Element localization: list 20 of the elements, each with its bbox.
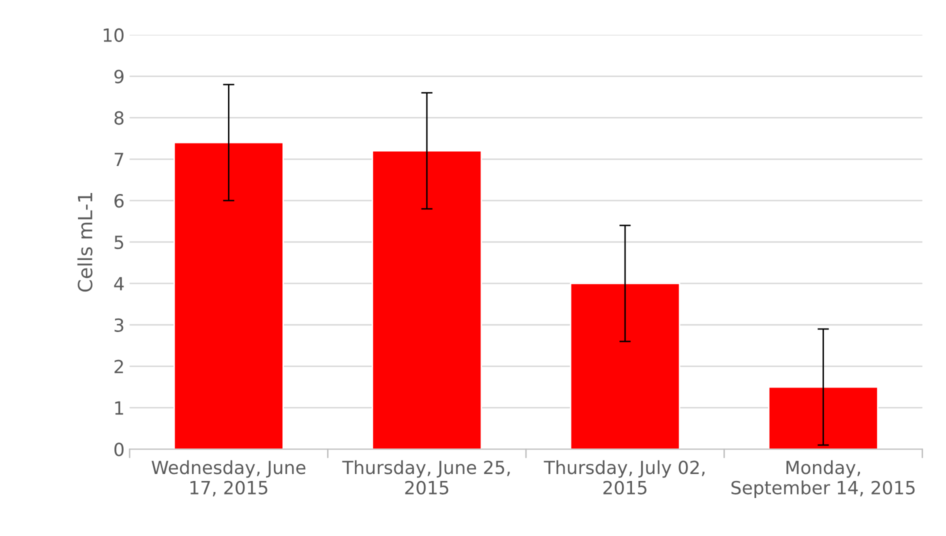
y-tick-label: 3 [114,318,124,332]
bar [570,282,680,450]
y-axis-title: Cells mL-1 [77,193,92,292]
y-tick-label: 6 [114,194,124,208]
y-tick-label: 9 [114,70,124,84]
y-tick-label: 1 [115,401,124,415]
y-tick-label: 4 [114,277,124,290]
bar [768,386,878,450]
bar [372,150,482,450]
x-tick-label: Monday, September 14, 2015 [731,460,915,498]
y-tick-label: 5 [114,236,124,250]
y-tick-label: 10 [104,28,124,42]
x-tick-label: Wednesday, June 17, 2015 [152,460,306,496]
y-tick-label: 7 [114,152,124,166]
y-tick-label: 8 [114,111,124,125]
bar [174,142,284,450]
y-tick-label: 2 [114,360,123,374]
x-tick-label: Thursday, July 02, 2015 [544,460,704,494]
y-tick-label: 0 [114,442,124,456]
x-tick-label: Thursday, June 25, 2015 [342,460,510,494]
